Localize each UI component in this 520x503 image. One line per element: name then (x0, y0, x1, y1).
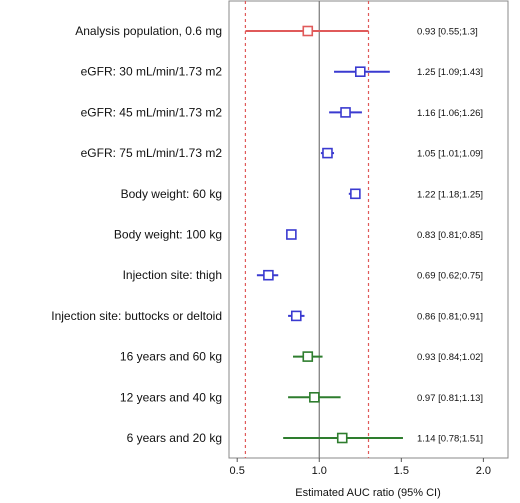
x-tick-label: 1.0 (312, 465, 327, 477)
forest-row: eGFR: 30 mL/min/1.73 m2 1.25 [1.09;1.43] (81, 65, 483, 79)
x-axis-ticks: 0.5 1.0 1.5 2.0 (230, 458, 491, 477)
estimate-marker (354, 66, 366, 77)
row-label: eGFR: 30 mL/min/1.73 m2 (81, 65, 223, 79)
forest-row: Analysis population, 0.6 mg 0.93 [0.55;1.… (75, 24, 478, 38)
estimate-marker (336, 432, 348, 444)
row-label: Body weight: 100 kg (114, 228, 222, 242)
estimate-marker (286, 229, 297, 240)
row-label: Injection site: thigh (123, 268, 222, 282)
row-label: Injection site: buttocks or deltoid (51, 309, 222, 323)
forest-row: eGFR: 45 mL/min/1.73 m2 1.16 [1.06;1.26] (81, 105, 483, 119)
forest-row: 16 years and 60 kg 0.93 [0.84;1.02] (120, 350, 483, 364)
ci-annotation: 0.83 [0.81;0.85] (417, 230, 483, 241)
ci-annotation: 1.16 [1.06;1.26] (417, 108, 483, 119)
estimate-marker (302, 351, 314, 362)
ci-annotation: 1.05 [1.01;1.09] (417, 149, 483, 160)
bound-lines (244, 1, 370, 458)
x-axis-label: Estimated AUC ratio (95% CI) (295, 487, 441, 499)
estimate-marker (322, 147, 333, 159)
estimate-marker (302, 25, 314, 37)
row-label: 6 years and 20 kg (127, 431, 222, 445)
estimate-marker (340, 107, 351, 118)
row-label: eGFR: 45 mL/min/1.73 m2 (81, 105, 223, 119)
row-label: 16 years and 60 kg (120, 350, 222, 364)
forest-row: Body weight: 100 kg 0.83 [0.81;0.85] (114, 228, 483, 242)
row-label: eGFR: 75 mL/min/1.73 m2 (81, 146, 223, 160)
row-label: Body weight: 60 kg (121, 187, 222, 201)
estimate-marker (290, 310, 302, 322)
estimate-marker (350, 188, 361, 200)
forest-row: eGFR: 75 mL/min/1.73 m2 1.05 [1.01;1.09] (81, 146, 483, 160)
ci-annotation: 1.22 [1.18;1.25] (417, 189, 483, 200)
x-tick-label: 0.5 (230, 465, 245, 477)
ci-annotation: 0.93 [0.84;1.02] (417, 352, 483, 363)
row-label: 12 years and 40 kg (120, 390, 222, 404)
x-tick-label: 2.0 (476, 465, 491, 477)
plot-rows: Analysis population, 0.6 mg 0.93 [0.55;1.… (51, 24, 483, 445)
row-label: Analysis population, 0.6 mg (75, 24, 222, 38)
ci-annotation: 0.86 [0.81;0.91] (417, 311, 483, 322)
ci-annotation: 0.69 [0.62;0.75] (417, 271, 483, 282)
forest-row: Injection site: thigh 0.69 [0.62;0.75] (123, 268, 483, 282)
forest-row: 12 years and 40 kg 0.97 [0.81;1.13] (120, 390, 483, 404)
estimate-marker (309, 391, 320, 403)
forest-row: 6 years and 20 kg 1.14 [0.78;1.51] (127, 431, 483, 445)
ci-annotation: 1.14 [0.78;1.51] (417, 434, 483, 445)
ci-annotation: 0.93 [0.55;1.3] (417, 27, 478, 38)
estimate-marker (263, 269, 274, 281)
ci-annotation: 0.97 [0.81;1.13] (417, 393, 483, 404)
forest-row: Body weight: 60 kg 1.22 [1.18;1.25] (121, 187, 483, 201)
forest-row: Injection site: buttocks or deltoid 0.86 … (51, 309, 483, 323)
ci-annotation: 1.25 [1.09;1.43] (417, 67, 483, 78)
x-tick-label: 1.5 (394, 465, 409, 477)
